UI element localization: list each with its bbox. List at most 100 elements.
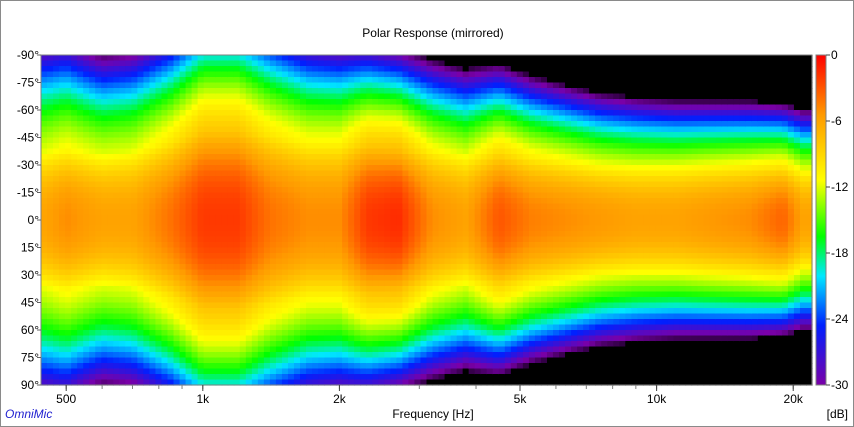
- heatmap-cell: [402, 148, 410, 155]
- heatmap-cell: [227, 104, 235, 111]
- heatmap-cell: [239, 264, 247, 271]
- heatmap-cell: [498, 60, 506, 67]
- heatmap-cell: [137, 132, 144, 139]
- heatmap-cell: [432, 236, 440, 243]
- heatmap-cell: [372, 154, 379, 161]
- heatmap-cell: [456, 154, 464, 161]
- heatmap-cell: [522, 137, 530, 144]
- heatmap-cell: [131, 225, 138, 232]
- heatmap-cell: [450, 374, 458, 381]
- heatmap-cell: [83, 297, 90, 304]
- heatmap-cell: [227, 132, 235, 139]
- heatmap-cell: [360, 209, 367, 216]
- heatmap-cell: [185, 291, 193, 298]
- heatmap-cell: [221, 148, 229, 155]
- heatmap-cell: [522, 319, 530, 326]
- heatmap-cell: [324, 77, 331, 84]
- heatmap-cell: [474, 99, 482, 106]
- heatmap-cell: [293, 242, 301, 249]
- heatmap-cell: [330, 176, 337, 183]
- heatmap-cell: [384, 93, 391, 100]
- heatmap-cell: [107, 346, 114, 353]
- heatmap-cell: [360, 335, 367, 342]
- heatmap-cell: [432, 220, 440, 227]
- heatmap-cell: [89, 104, 96, 111]
- heatmap-cell: [71, 275, 78, 282]
- heatmap-cell: [468, 55, 476, 62]
- heatmap-cell: [504, 187, 512, 194]
- heatmap-cell: [137, 165, 144, 172]
- heatmap-cell: [390, 330, 397, 337]
- heatmap-cell: [366, 154, 373, 161]
- heatmap-cell: [83, 143, 90, 150]
- heatmap-cell: [287, 203, 295, 210]
- heatmap-cell: [402, 379, 410, 386]
- heatmap-cell: [426, 236, 434, 243]
- heatmap-cell: [41, 71, 48, 78]
- heatmap-cell: [263, 88, 271, 95]
- heatmap-cell: [504, 324, 512, 331]
- heatmap-cell: [336, 253, 343, 260]
- heatmap-cell: [107, 286, 114, 293]
- heatmap-cell: [366, 104, 373, 111]
- heatmap-cell: [215, 55, 223, 62]
- heatmap-cell: [179, 214, 187, 221]
- heatmap-cell: [119, 242, 126, 249]
- heatmap-cell: [203, 225, 211, 232]
- heatmap-cell: [251, 71, 259, 78]
- heatmap-cell: [468, 291, 476, 298]
- heatmap-cell: [137, 137, 144, 144]
- heatmap-cell: [113, 88, 120, 95]
- heatmap-cell: [275, 379, 283, 386]
- heatmap-cell: [275, 77, 283, 84]
- heatmap-cell: [41, 198, 48, 205]
- heatmap-cell: [83, 214, 90, 221]
- heatmap-cell: [306, 379, 313, 386]
- heatmap-cell: [522, 181, 530, 188]
- heatmap-cell: [53, 319, 60, 326]
- heatmap-cell: [348, 126, 355, 133]
- heatmap-cell: [77, 99, 84, 106]
- heatmap-cell: [131, 335, 138, 342]
- heatmap-cell: [95, 170, 102, 177]
- heatmap-cell: [221, 269, 229, 276]
- heatmap-cell: [53, 170, 60, 177]
- heatmap-cell: [155, 187, 163, 194]
- heatmap-cell: [498, 165, 506, 172]
- heatmap-cell: [101, 313, 108, 320]
- heatmap-cell: [408, 313, 416, 320]
- heatmap-cell: [95, 308, 102, 315]
- heatmap-cell: [510, 203, 518, 210]
- heatmap-cell: [378, 99, 385, 106]
- heatmap-cell: [47, 170, 54, 177]
- heatmap-cell: [528, 352, 536, 359]
- heatmap-cell: [354, 192, 361, 199]
- heatmap-cell: [65, 253, 72, 260]
- heatmap-cell: [462, 132, 470, 139]
- heatmap-cell: [293, 170, 301, 177]
- heatmap-cell: [245, 148, 253, 155]
- heatmap-cell: [47, 247, 54, 254]
- heatmap-cell: [185, 330, 193, 337]
- heatmap-cell: [131, 302, 138, 309]
- heatmap-cell: [221, 154, 229, 161]
- heatmap-cell: [263, 236, 271, 243]
- heatmap-cell: [360, 165, 367, 172]
- heatmap-cell: [71, 137, 78, 144]
- heatmap-cell: [384, 357, 391, 364]
- heatmap-cell: [318, 379, 325, 386]
- heatmap-cell: [414, 269, 422, 276]
- heatmap-cell: [191, 313, 199, 320]
- heatmap-cell: [77, 302, 84, 309]
- heatmap-cell: [516, 280, 524, 287]
- heatmap-cell: [378, 253, 385, 260]
- heatmap-cell: [107, 335, 114, 342]
- heatmap-cell: [287, 220, 295, 227]
- heatmap-cell: [348, 187, 355, 194]
- heatmap-cell: [155, 302, 163, 309]
- heatmap-cell: [498, 264, 506, 271]
- heatmap-cell: [257, 181, 265, 188]
- heatmap-cell: [498, 93, 506, 100]
- heatmap-cell: [293, 198, 301, 205]
- heatmap-cell: [251, 313, 259, 320]
